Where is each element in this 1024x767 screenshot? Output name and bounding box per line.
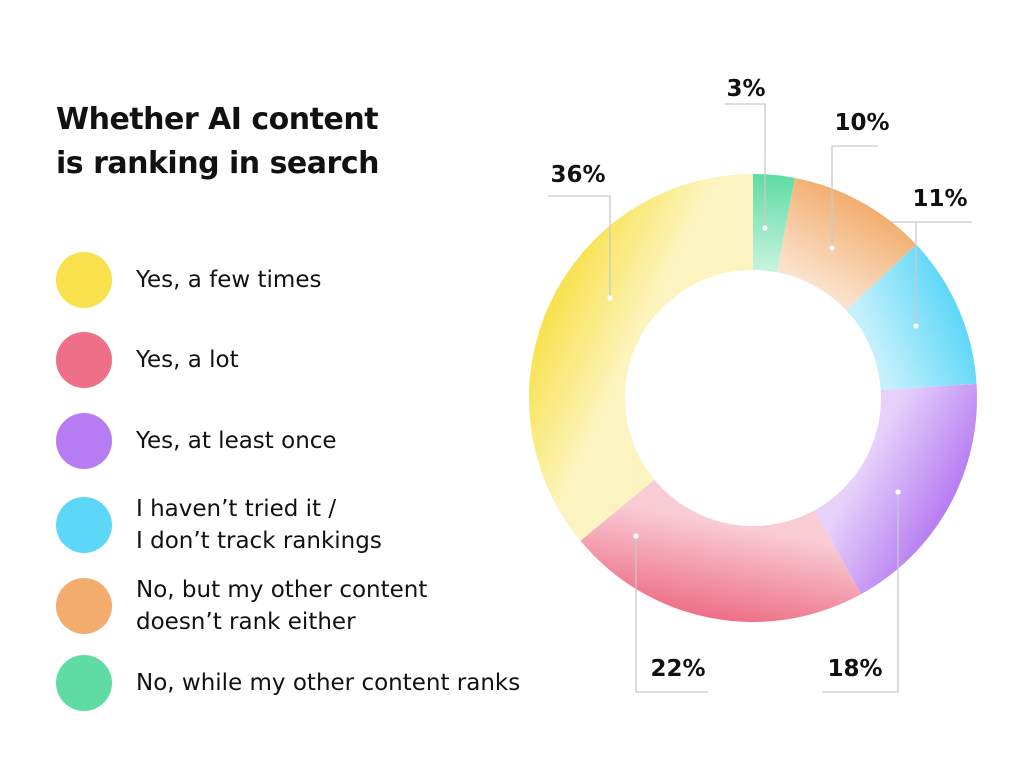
legend-item: Yes, a lot: [56, 332, 239, 388]
legend-item: Yes, at least once: [56, 413, 337, 469]
legend-label: I haven’t tried it / I don’t track rankin…: [136, 493, 382, 557]
legend-label: Yes, a lot: [136, 344, 239, 376]
percent-label: 3%: [726, 76, 765, 102]
percent-label: 10%: [834, 110, 889, 136]
donut-percent-labels: 3% 10% 11% 18% 22% 36%: [550, 76, 967, 682]
legend-label: Yes, at least once: [136, 425, 337, 457]
legend-label: No, but my other content doesn’t rank eit…: [136, 574, 427, 638]
donut-slice: [814, 383, 977, 595]
legend-item: I haven’t tried it / I don’t track rankin…: [56, 493, 382, 557]
leader-line: [725, 103, 766, 228]
chart-legend: Yes, a few times Yes, a lot Yes, at least …: [56, 252, 520, 711]
legend-swatch: [56, 497, 112, 553]
donut-slice: [753, 174, 795, 273]
legend-label-line: I haven’t tried it /: [136, 496, 337, 522]
legend-label-line: No, but my other content: [136, 577, 428, 603]
legend-label-line: Yes, a lot: [136, 347, 239, 373]
donut-slices: [529, 174, 977, 623]
leader-dot: [633, 533, 639, 539]
leader-dot: [895, 489, 901, 495]
percent-label: 22%: [650, 656, 705, 682]
donut-slice: [580, 479, 861, 623]
leader-line: [890, 221, 972, 326]
chart-title: Whether AI content is ranking in search: [56, 98, 379, 186]
percent-label: 11%: [912, 186, 967, 212]
percent-label: 18%: [827, 656, 882, 682]
legend-label-line: No, while my other content ranks: [136, 670, 521, 696]
legend-item: Yes, a few times: [56, 252, 321, 308]
leader-dot: [762, 225, 768, 231]
donut-leader-lines: [548, 103, 972, 693]
chart-title-line-2: is ranking in search: [56, 146, 379, 181]
donut-slice: [846, 244, 977, 390]
leader-line: [831, 145, 878, 248]
legend-label-line: Yes, a few times: [136, 267, 322, 293]
leader-dot: [607, 295, 613, 301]
legend-item: No, but my other content doesn’t rank eit…: [56, 574, 427, 638]
leader-line: [635, 536, 708, 693]
leader-line: [548, 195, 611, 298]
donut-slice: [776, 177, 917, 311]
legend-item: No, while my other content ranks: [56, 655, 520, 711]
legend-label-line: Yes, at least once: [136, 428, 337, 454]
leader-line: [822, 492, 899, 693]
legend-swatch: [56, 252, 112, 308]
legend-label: No, while my other content ranks: [136, 667, 520, 699]
legend-swatch: [56, 413, 112, 469]
legend-swatch: [56, 578, 112, 634]
percent-label: 36%: [550, 162, 605, 188]
donut-slice: [529, 174, 753, 541]
legend-swatch: [56, 655, 112, 711]
leader-dot: [913, 323, 919, 329]
leader-dot: [829, 245, 835, 251]
legend-label: Yes, a few times: [136, 264, 321, 296]
legend-label-line: I don’t track rankings: [136, 528, 382, 554]
legend-label-line: doesn’t rank either: [136, 609, 356, 635]
legend-swatch: [56, 332, 112, 388]
chart-title-line-1: Whether AI content: [56, 102, 379, 137]
